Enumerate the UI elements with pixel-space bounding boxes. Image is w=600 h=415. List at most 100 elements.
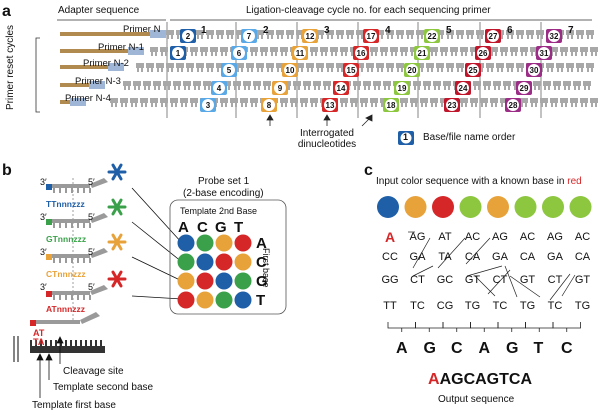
- probe-tooth: [415, 103, 417, 107]
- template-tooth: [90, 340, 92, 346]
- probe3-seq: CTnnnzzz: [46, 269, 86, 279]
- probe-tooth: [505, 52, 507, 56]
- probe-tooth: [181, 103, 183, 107]
- probe-segment: [456, 30, 464, 35]
- probe-tooth: [65, 295, 67, 300]
- probe-tooth: [265, 52, 267, 56]
- probe-tooth: [271, 68, 273, 72]
- cycle-badge-number: 5: [227, 66, 232, 75]
- probe-tooth: [124, 86, 126, 90]
- probe-segment: [166, 30, 174, 35]
- probe-tooth: [155, 52, 157, 56]
- probe-tooth: [145, 103, 147, 107]
- probe-segment: [533, 81, 541, 86]
- probe-tooth: [237, 68, 239, 72]
- probe-tooth: [561, 52, 563, 56]
- probe-segment: [380, 47, 388, 52]
- probe-tooth: [207, 35, 209, 39]
- probe-tooth: [158, 86, 160, 90]
- dinucleotide-cell: AG: [409, 231, 426, 243]
- probe-segment: [330, 47, 338, 52]
- cycle-badge-circle: [518, 82, 530, 94]
- dinucleotide-cell: GC: [436, 274, 454, 286]
- probe-tooth: [451, 52, 453, 56]
- probe-tooth: [255, 52, 257, 56]
- probe-segment: [143, 81, 151, 86]
- probe-tooth: [71, 223, 73, 228]
- probe-segment: [436, 63, 444, 68]
- probe2-3prime: 3′: [40, 212, 47, 222]
- row-base-g: G: [256, 273, 268, 290]
- probe-segment: [183, 81, 191, 86]
- probe-tooth: [311, 103, 313, 107]
- probe-tooth: [257, 68, 259, 72]
- dinucleotide-cell: A: [384, 229, 396, 245]
- probe-segment: [490, 98, 498, 103]
- probe-segment: [563, 81, 571, 86]
- probe-tooth: [188, 86, 190, 90]
- output-label: Output sequence: [438, 394, 515, 405]
- probe-tooth: [217, 35, 219, 39]
- probe-tooth: [291, 35, 293, 39]
- probe-tooth: [295, 103, 297, 107]
- probe-segment: [193, 81, 201, 86]
- cycle-badge-circle: [426, 30, 438, 42]
- cycle-badge-number: 30: [530, 66, 539, 75]
- probe-segment: [266, 63, 274, 68]
- probe-segment: [560, 98, 568, 103]
- cycle-badge-number: 31: [540, 49, 549, 58]
- probe-segment: [543, 81, 551, 86]
- probe-tooth: [495, 103, 497, 107]
- probe-tooth: [418, 86, 420, 90]
- cycle-badge-circle: [223, 64, 235, 76]
- probe-tooth: [211, 52, 213, 56]
- probe-tooth: [164, 86, 166, 90]
- probe-tooth: [461, 52, 463, 56]
- color-cell: [177, 234, 195, 252]
- probe-tooth: [571, 35, 573, 39]
- probe-tooth: [53, 258, 55, 263]
- probe-tooth: [198, 86, 200, 90]
- probe-segment: [586, 30, 594, 35]
- cycle-badge-number: 22: [428, 32, 437, 41]
- cycle-badge-circle: [365, 30, 377, 42]
- probe-tooth: [237, 35, 239, 39]
- probe-tooth: [337, 68, 339, 72]
- cycle-badge-number: 18: [387, 101, 396, 110]
- dinucleotide-cell: GG: [381, 274, 399, 286]
- cycle-badge-number: 10: [286, 66, 295, 75]
- probe-tooth: [53, 188, 55, 193]
- color-dot: [377, 196, 399, 218]
- probe-tooth: [71, 188, 73, 193]
- probe-segment: [550, 47, 558, 52]
- probe-tooth: [367, 68, 369, 72]
- primer-n1-label: Primer N-1: [98, 42, 144, 53]
- probe-tooth: [211, 35, 213, 39]
- color-dot: [459, 196, 482, 218]
- probe-tooth: [515, 52, 517, 56]
- color-cell: [234, 234, 252, 252]
- fluor-star-ray: [115, 233, 123, 244]
- probe1-5prime: 5′: [88, 177, 95, 187]
- probe-tooth: [83, 258, 85, 263]
- probe-tooth: [225, 103, 227, 107]
- probe-segment: [516, 30, 524, 35]
- color-cell: [215, 272, 233, 290]
- probe-tooth: [444, 86, 446, 90]
- probe-tooth: [248, 86, 250, 90]
- probe-tooth: [157, 68, 159, 72]
- probe-tooth: [545, 103, 547, 107]
- color-dot: [514, 196, 537, 218]
- probe-tooth: [477, 35, 479, 39]
- legend-label: Base/file name order: [423, 132, 516, 143]
- probe-tooth: [364, 86, 366, 90]
- probe-tooth: [77, 223, 79, 228]
- probe-segment: [406, 30, 414, 35]
- probe-tooth: [231, 35, 233, 39]
- color-cell: [196, 291, 214, 309]
- probe-tooth: [275, 52, 277, 56]
- probe-tooth: [234, 86, 236, 90]
- probe-base-block: [46, 291, 52, 297]
- probe-segment: [280, 98, 288, 103]
- probe-tooth: [281, 103, 283, 107]
